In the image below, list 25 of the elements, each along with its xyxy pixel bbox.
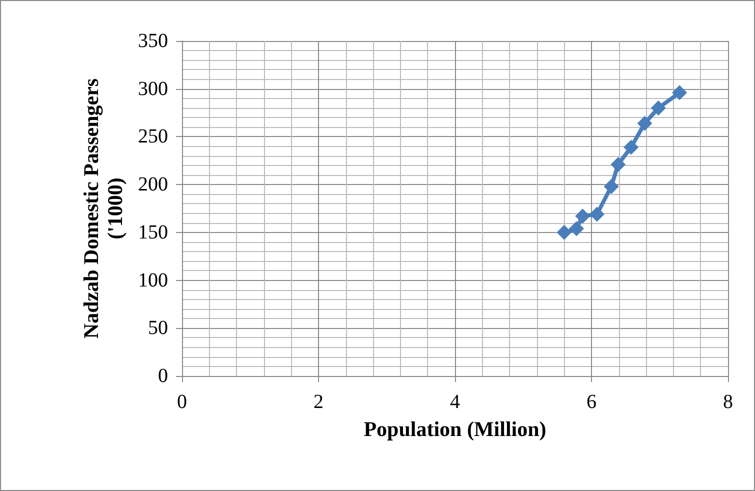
- x-axis-title: Population (Million): [364, 416, 546, 441]
- point: [637, 116, 652, 131]
- y-tick-label: 350: [138, 30, 168, 52]
- point: [650, 100, 666, 116]
- point: [568, 221, 584, 236]
- y-tick-label: 300: [138, 78, 168, 100]
- y-axis-title: Nadzab Domestic Passengers ('1000): [79, 78, 128, 339]
- x-tick-label: 6: [586, 391, 596, 413]
- x-tick-label: 0: [177, 391, 187, 413]
- y-tick-label: 250: [138, 126, 168, 148]
- x-tick-label: 8: [723, 391, 733, 413]
- point: [624, 140, 639, 155]
- point: [610, 156, 626, 172]
- point: [575, 208, 590, 224]
- y-tick-label: 0: [158, 365, 168, 387]
- point: [556, 224, 572, 240]
- x-tick-label: 2: [314, 391, 324, 413]
- y-tick-label: 50: [148, 317, 168, 340]
- y-tick-label: 200: [138, 174, 168, 196]
- point: [604, 178, 619, 194]
- y-tick-label: 150: [138, 221, 168, 244]
- y-tick-label: 100: [138, 269, 168, 292]
- point: [589, 206, 604, 222]
- point: [672, 85, 688, 100]
- x-tick-label: 4: [450, 391, 460, 413]
